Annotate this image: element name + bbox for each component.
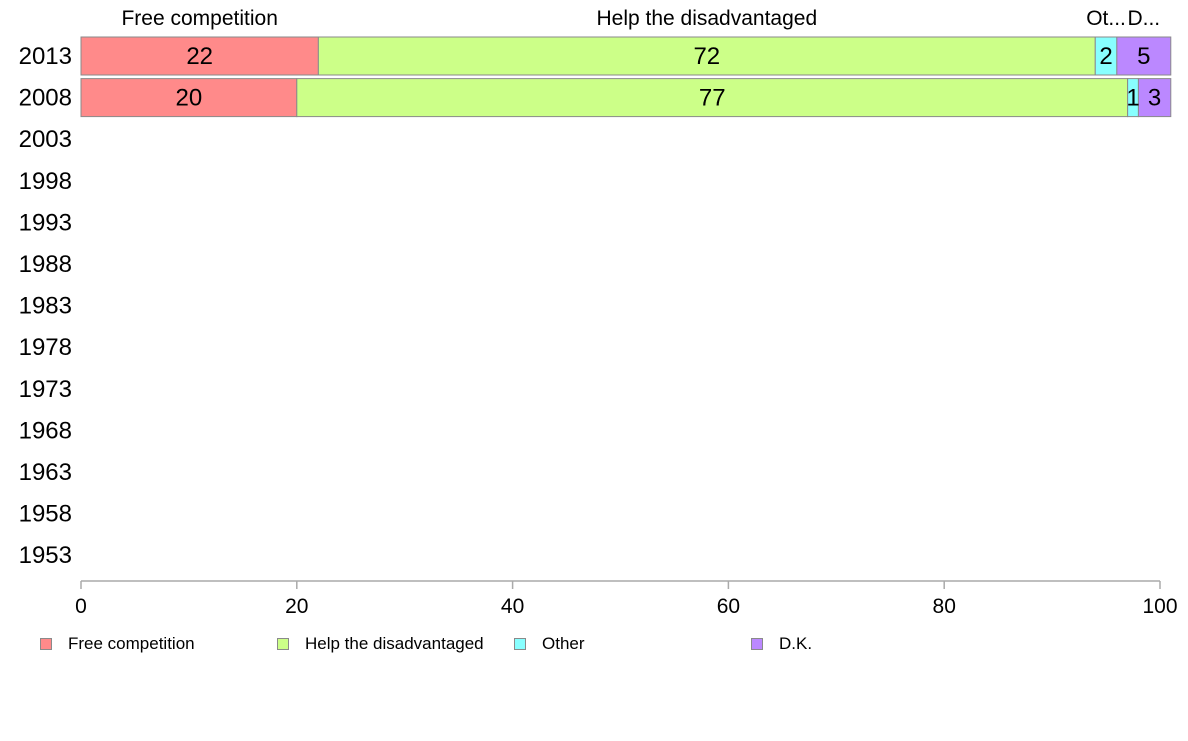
y-tick-label: 1973 — [19, 376, 72, 403]
bar-value-label: 72 — [693, 43, 720, 70]
bar-value-label: 2 — [1099, 43, 1112, 70]
y-tick-label: 1958 — [19, 501, 72, 528]
legend-label: Free competition — [68, 634, 195, 653]
bar-segment — [80, 36, 319, 76]
bar-segment — [317, 36, 1096, 76]
bar-segment — [80, 78, 298, 118]
series-header-labels: Free competition Help the disadvantaged Ot… — [121, 7, 1160, 30]
bar-value-label: 3 — [1148, 85, 1161, 112]
legend-label: Help the disadvantaged — [305, 634, 484, 653]
y-tick-label: 1953 — [19, 542, 72, 569]
legend-swatch — [514, 638, 526, 650]
bar-value-label: 5 — [1137, 43, 1150, 70]
series-header-label: D... — [1127, 7, 1160, 30]
bar-segment — [1116, 36, 1172, 76]
y-tick-label: 1988 — [19, 251, 72, 278]
bar-value-label: 22 — [186, 43, 213, 70]
y-tick-label: 2008 — [19, 85, 72, 112]
y-tick-label: 1998 — [19, 168, 72, 195]
x-tick-label: 60 — [717, 595, 740, 618]
y-tick-label: 1983 — [19, 293, 72, 320]
legend-item: Free competition — [40, 634, 195, 654]
legend-item: D.K. — [751, 634, 812, 654]
bar-segments — [80, 36, 1172, 118]
y-tick-label: 1963 — [19, 459, 72, 486]
legend: Free competition Help the disadvantaged Ot… — [0, 634, 1188, 658]
bar-value-label: 1 — [1126, 85, 1139, 112]
x-tick-label: 100 — [1142, 595, 1177, 618]
legend-item: Other — [514, 634, 585, 654]
x-tick-label: 80 — [933, 595, 956, 618]
legend-item: Help the disadvantaged — [277, 634, 484, 654]
y-tick-label: 1993 — [19, 209, 72, 236]
series-header-label: Help the disadvantaged — [596, 7, 817, 30]
x-tick-label: 0 — [75, 595, 87, 618]
x-tick-label: 20 — [285, 595, 308, 618]
bar-segment — [1137, 78, 1172, 118]
legend-swatch — [751, 638, 763, 650]
legend-label: Other — [542, 634, 585, 653]
y-axis-labels: 2013 2008 2003 1998 1993 1988 1983 1978 1973 1968… — [19, 43, 72, 569]
y-tick-label: 1978 — [19, 334, 72, 361]
legend-swatch — [277, 638, 289, 650]
x-tick-label: 40 — [501, 595, 524, 618]
series-header-label: Free competition — [121, 7, 277, 30]
bar-segment — [296, 78, 1129, 118]
bar-value-label: 20 — [176, 85, 203, 112]
y-tick-label: 2013 — [19, 43, 72, 70]
x-axis: 0 20 40 60 80 100 — [75, 580, 1178, 618]
y-tick-label: 2003 — [19, 126, 72, 153]
data-labels: 22 72 2 5 20 77 1 3 — [176, 43, 1162, 112]
series-header-label: Ot... — [1086, 7, 1126, 30]
y-tick-label: 1968 — [19, 417, 72, 444]
bar-value-label: 77 — [699, 85, 726, 112]
legend-label: D.K. — [779, 634, 813, 653]
legend-swatch — [40, 638, 52, 650]
